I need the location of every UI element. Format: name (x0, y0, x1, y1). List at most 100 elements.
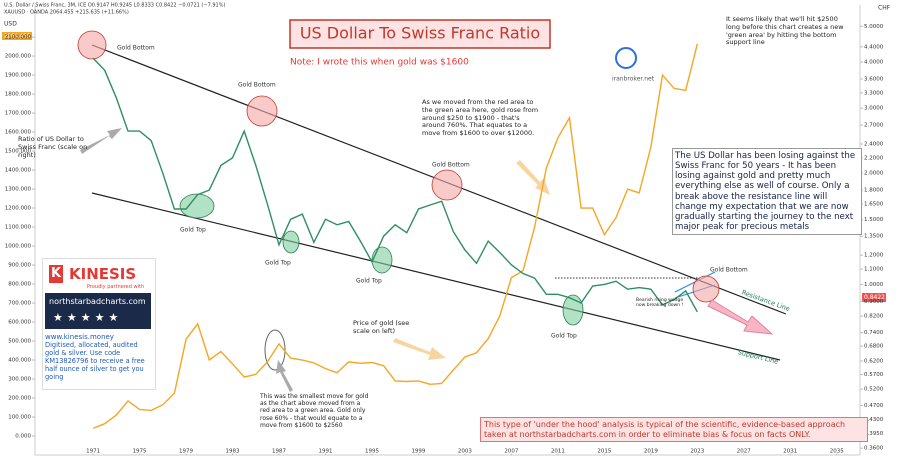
annotation: Gold Top (180, 227, 206, 234)
y2-tick-label: 0.5700 (864, 372, 884, 378)
arrow (707, 299, 774, 335)
x-tick-label: 2019 (644, 449, 658, 455)
sponsor-box: K KINESIS Proudly partnered with northst… (42, 258, 156, 390)
y2-tick-label: 1.6500 (864, 202, 884, 208)
subtitle: Note: I wrote this when gold was $1600 (290, 58, 469, 68)
header: U.S. Dollar / Swiss Franc, 3M, ICE O0.91… (4, 3, 225, 9)
y2-tick-label: 3.0000 (864, 106, 884, 112)
y-tick-label: 2100.000 (5, 35, 32, 41)
summary-box: The US Dollar has been losing against th… (672, 148, 862, 236)
annotation: Price of gold (see scale on left) (353, 319, 410, 335)
y2-tick-label: 0.7400 (864, 330, 884, 336)
sponsor-offer: Digitised, allocated, audited gold & sil… (45, 341, 145, 381)
y-tick-label: 1400.000 (5, 168, 32, 174)
y2-tick-label: 0.4300 (864, 417, 884, 423)
y-tick-label: 500.000 (8, 339, 31, 345)
x-tick-label: 1991 (318, 449, 332, 455)
y2-tick-label: 2.2000 (864, 155, 884, 161)
y-tick-label: 700.000 (8, 301, 31, 307)
y2-tick-label: 5.0000 (864, 24, 884, 30)
annotation: Gold Bottom (710, 267, 748, 274)
axis-unit: USD (4, 21, 17, 28)
disclaimer-box: This type of 'under the hood' analysis i… (480, 417, 868, 443)
title-box (289, 19, 551, 49)
small-move-area (264, 329, 286, 371)
y-tick-label: 300.000 (8, 377, 31, 383)
price-tag (2, 32, 32, 40)
series-line (92, 57, 698, 313)
y2-tick-label: 1.1000 (864, 267, 884, 273)
y-tick-label: 1200.000 (5, 206, 32, 212)
arrow (276, 360, 293, 392)
y2-tick-label: 0.8200 (864, 314, 884, 320)
y-tick-label: 1900.000 (5, 73, 32, 79)
axis-unit: CHF (878, 5, 891, 12)
y-tick-label: 800.000 (8, 282, 31, 288)
annotation: Gold Top (265, 260, 291, 267)
annotation: As we moved from the red area to the gre… (422, 98, 539, 138)
support-line (91, 192, 781, 361)
x-tick-label: 2027 (737, 449, 751, 455)
green-area (179, 193, 215, 219)
y-tick-label: 1000.000 (5, 244, 32, 250)
red-area (246, 95, 278, 127)
price-tag-label: 2064.455 (4, 34, 31, 40)
x-tick-label: 2031 (783, 449, 797, 455)
y-tick-label: 900.000 (8, 263, 31, 269)
x-tick-label: 2003 (458, 449, 472, 455)
x-tick-label: 1979 (179, 449, 193, 455)
red-area (431, 169, 463, 201)
y-tick-label: 400.000 (8, 358, 31, 364)
sponsor-url: www.kinesis.money (45, 333, 114, 341)
site-name: northstarbadcharts.com (49, 297, 146, 306)
x-tick-label: 2035 (830, 449, 844, 455)
x-tick-label: 1975 (133, 449, 147, 455)
annotation: It seems likely that we'll hit $2500 lon… (726, 15, 844, 47)
y2-tick-label: 0.4700 (864, 403, 884, 409)
y-tick-label: 1600.000 (5, 130, 32, 136)
annotation: Gold Bottom (117, 45, 155, 52)
annotation: Gold Bottom (432, 162, 470, 169)
logo-icon (615, 47, 637, 69)
y2-tick-label: 3.6000 (864, 76, 884, 82)
x-tick-label: 1983 (226, 449, 240, 455)
sponsor-tagline: Proudly partnered with (87, 284, 145, 290)
x-tick-label: 2011 (551, 449, 565, 455)
x-tick-label: 2015 (597, 449, 611, 455)
y2-tick-label: 0.6800 (864, 344, 884, 350)
y2-tick-label: 0.6200 (864, 359, 884, 365)
x-tick-label: 1999 (411, 449, 425, 455)
y2-tick-label: 4.0000 (864, 60, 884, 66)
y2-tick-label: 1.0000 (864, 282, 884, 288)
sponsor-icon: K (49, 265, 63, 283)
y-tick-label: 200.000 (8, 396, 31, 402)
annotation: Gold Top (356, 278, 382, 285)
y2-tick-label: 1.8000 (864, 188, 884, 194)
price-tag (862, 293, 886, 302)
y2-tick-label: 2.4000 (864, 141, 884, 147)
series-line (92, 43, 698, 430)
x-tick-label: 1971 (86, 449, 100, 455)
green-area (282, 230, 300, 254)
red-area (692, 275, 720, 303)
arrow (80, 128, 122, 154)
y2-tick-label: 2.7000 (864, 123, 884, 129)
y2-tick-label: 0.5200 (864, 387, 884, 393)
green-area (371, 246, 393, 274)
y2-tick-label: 1.3500 (864, 234, 884, 240)
y-tick-label: 1300.000 (5, 187, 32, 193)
annotation: Gold Bottom (238, 82, 276, 89)
arrow (516, 160, 550, 195)
logo: iranbroker.net (612, 76, 655, 83)
x-tick-label: 1995 (365, 449, 379, 455)
y2-tick-label: 0.3950 (864, 431, 884, 437)
y2-tick-label: 1.5000 (864, 217, 884, 223)
y-tick-label: 1700.000 (5, 111, 32, 117)
y-tick-label: 600.000 (8, 320, 31, 326)
y2-tick-label: 1.2000 (864, 253, 884, 259)
stars: ★★★★★ (53, 311, 123, 324)
red-area (77, 30, 107, 60)
x-tick-label: 1987 (272, 449, 286, 455)
annotation: Ratio of US Dollar to Swiss Franc (scale… (18, 135, 88, 159)
